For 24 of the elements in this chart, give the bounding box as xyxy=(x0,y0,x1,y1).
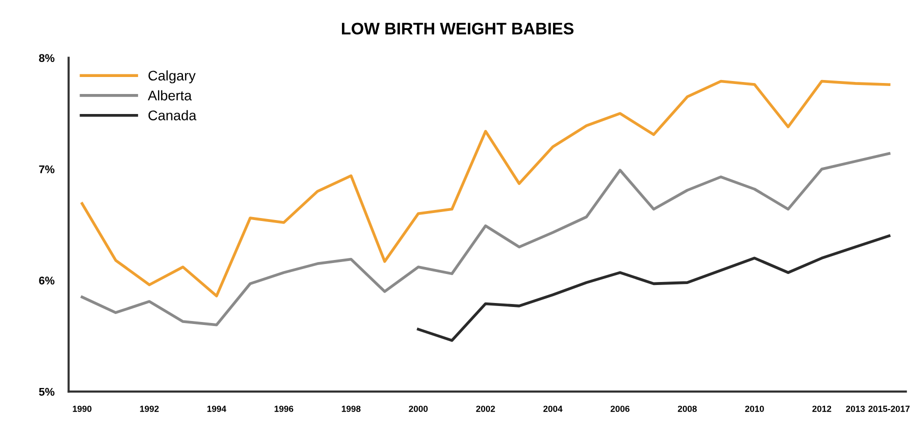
x-tick-label: 2002 xyxy=(476,406,495,412)
legend-label: Calgary xyxy=(148,70,196,84)
y-tick-label: 6% xyxy=(39,276,54,284)
x-tick-label: 2000 xyxy=(408,406,428,412)
legend-label: Alberta xyxy=(148,90,192,100)
x-tick-label: 1994 xyxy=(207,406,226,412)
x-tick-label: 2006 xyxy=(610,406,630,412)
x-tick-label: 1990 xyxy=(72,406,92,412)
x-tick-label: 1992 xyxy=(140,406,159,412)
x-tick-label: 2013 xyxy=(846,406,865,412)
legend-label: Canada xyxy=(148,110,196,120)
line-series xyxy=(416,234,890,342)
x-tick-label: 1998 xyxy=(342,406,361,412)
x-tick-label: 2008 xyxy=(678,406,697,412)
x-tick-label: 2010 xyxy=(745,406,764,412)
chart-title: LOW BIRTH WEIGHT BABIES xyxy=(342,22,574,34)
x-tick-label: 2015-2017 xyxy=(868,406,910,412)
x-tick-label: 2004 xyxy=(543,406,562,412)
x-tick-label: 2012 xyxy=(812,406,832,412)
line-series xyxy=(80,152,890,326)
x-tick-label: 1996 xyxy=(274,406,294,412)
y-tick-label: 7% xyxy=(39,165,54,174)
y-tick-label: 8% xyxy=(39,54,54,62)
y-tick-label: 5% xyxy=(39,388,54,396)
